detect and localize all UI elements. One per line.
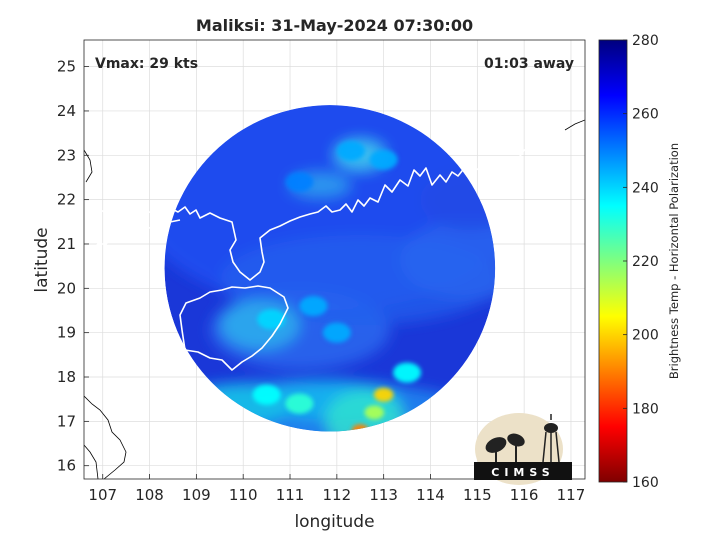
x-axis-label: longitude	[294, 512, 374, 532]
colorbar-tick-label: 220	[632, 254, 659, 270]
y-tick-label: 20	[57, 279, 76, 297]
x-tick-label: 114	[416, 486, 445, 504]
cimss-logo-text: CIMSS	[491, 466, 554, 479]
y-tick-label: 21	[57, 235, 76, 253]
colorbar-tick-label: 160	[632, 475, 659, 491]
x-tick-label: 110	[229, 486, 258, 504]
colorbar-ticks: 160 180 200 220 240 260 280	[623, 33, 659, 491]
cold-spot	[393, 362, 422, 383]
y-tick-label: 18	[57, 368, 76, 386]
colorbar-tick-label: 280	[632, 33, 659, 49]
cold-spot	[257, 309, 286, 330]
y-tick-label: 17	[57, 412, 76, 430]
colorbar	[598, 39, 628, 483]
y-axis: 16 17 18 19 20 21 22 23 24 25	[57, 58, 89, 475]
colorbar-tick-label: 260	[632, 107, 659, 123]
cold-spot	[373, 387, 394, 402]
y-tick-label: 23	[57, 146, 76, 164]
x-tick-label: 115	[463, 486, 492, 504]
cold-spot	[285, 393, 314, 414]
cold-spot	[285, 171, 314, 192]
cold-spot	[299, 296, 328, 317]
x-tick-label: 117	[557, 486, 586, 504]
cold-spot	[369, 149, 398, 170]
cold-spot	[364, 405, 385, 420]
x-tick-label: 116	[510, 486, 539, 504]
cold-spot	[252, 384, 281, 405]
y-tick-label: 19	[57, 324, 76, 342]
colorbar-tick-label: 240	[632, 180, 659, 196]
y-tick-label: 25	[57, 58, 76, 76]
x-tick-label: 113	[369, 486, 398, 504]
colorbar-tick-label: 200	[632, 328, 659, 344]
y-axis-label: latitude	[32, 227, 52, 292]
cold-spot	[322, 322, 351, 343]
y-tick-label: 22	[57, 191, 76, 209]
colorbar-label: Brightness Temp - Horizontal Polarizatio…	[667, 143, 681, 379]
vmax-annotation: Vmax: 29 kts	[95, 56, 198, 72]
y-tick-label: 16	[57, 457, 76, 475]
x-axis: 107 108 109 110 111 112 113 114 115 116 117	[88, 474, 585, 504]
cold-spot	[336, 140, 365, 161]
x-tick-label: 107	[88, 486, 117, 504]
chart-title: Maliksi: 31-May-2024 07:30:00	[196, 16, 473, 35]
x-tick-label: 109	[182, 486, 211, 504]
colorbar-tick-label: 180	[632, 401, 659, 417]
y-tick-label: 24	[57, 102, 76, 120]
inland-borders	[84, 119, 585, 479]
axes-box	[83, 39, 586, 480]
cimss-logo: CIMSS	[474, 413, 572, 485]
coastline	[84, 125, 585, 371]
x-tick-label: 112	[323, 486, 352, 504]
x-tick-label: 108	[135, 486, 164, 504]
time-away-annotation: 01:03 away	[484, 56, 574, 72]
x-tick-label: 111	[276, 486, 305, 504]
